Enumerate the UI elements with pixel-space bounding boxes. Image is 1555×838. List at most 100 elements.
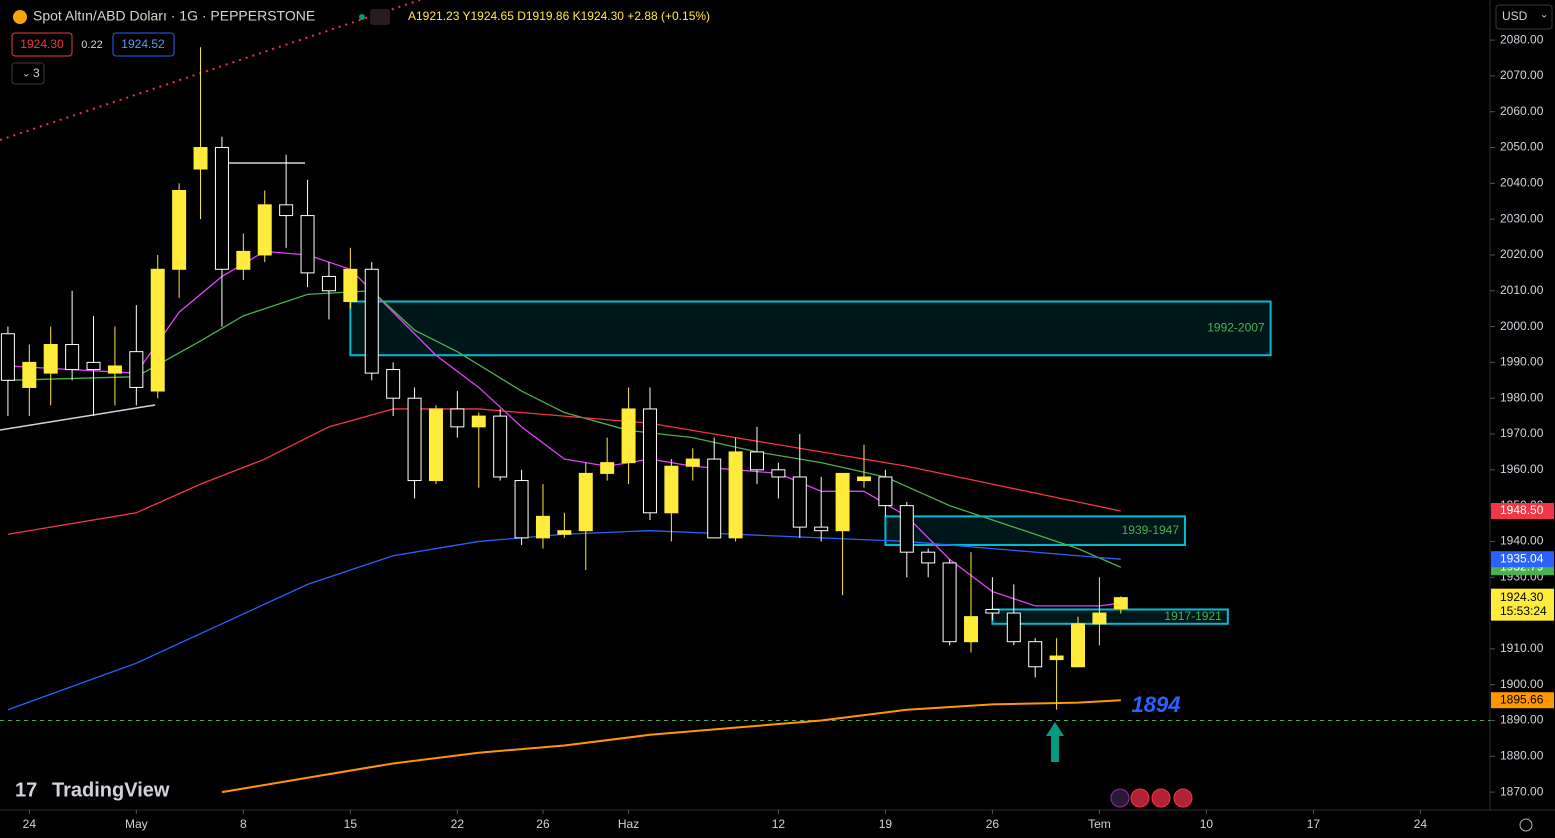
price-tag-label: 1948.50	[1500, 503, 1544, 517]
moving-average	[7, 290, 1122, 568]
candle-body	[343, 268, 358, 303]
candle-body	[65, 343, 80, 371]
candle-body	[236, 250, 251, 270]
price-tag	[1491, 502, 1554, 519]
y-tick-label: 1910.00	[1500, 641, 1544, 655]
status-dot	[359, 14, 365, 20]
candle-body	[578, 472, 593, 532]
status-badge	[370, 9, 390, 25]
candle-body	[107, 365, 122, 374]
candle-body	[86, 361, 101, 371]
candle-body	[514, 480, 529, 539]
zone-label: 1992-2007	[1207, 321, 1265, 335]
zone	[884, 515, 1187, 547]
settings-icon[interactable]	[1519, 818, 1533, 832]
x-tick-label: 8	[240, 817, 247, 831]
candle-body	[642, 408, 657, 514]
candle-body	[621, 408, 636, 464]
y-tick-label: 1870.00	[1500, 784, 1544, 798]
candle-body	[899, 505, 914, 553]
chevron: ⌄	[1540, 10, 1548, 21]
x-tick-label: Haz	[618, 817, 639, 831]
candle-body	[878, 476, 893, 507]
price-tag-label: 1935.04	[1500, 551, 1544, 565]
trend-line	[0, 404, 156, 431]
x-tick-label: 10	[1200, 817, 1214, 831]
x-tick-label: 22	[451, 817, 465, 831]
y-tick-label: 2040.00	[1500, 176, 1544, 190]
moving-average	[221, 699, 1121, 794]
symbol-title: Spot Altın/ABD Doları · 1G · PEPPERSTONE	[33, 8, 315, 24]
y-tick-label: 1890.00	[1500, 713, 1544, 727]
y-tick-label: 1960.00	[1500, 462, 1544, 476]
candle-body	[557, 530, 572, 535]
candle-body	[685, 458, 700, 467]
candle-body	[279, 204, 294, 217]
price-tag	[1491, 692, 1554, 709]
indicator-toggle[interactable]	[11, 62, 45, 85]
candle-body	[535, 515, 550, 539]
x-tick-label: 26	[536, 817, 550, 831]
candle-body	[1071, 623, 1086, 668]
candle-body	[985, 608, 1000, 614]
y-tick-label: 2000.00	[1500, 319, 1544, 333]
candle-body	[942, 562, 957, 643]
event-icons	[1110, 788, 1193, 808]
y-tick-label: 1900.00	[1500, 677, 1544, 691]
candle-body	[214, 147, 229, 270]
last-price: 1924.30	[1500, 590, 1544, 604]
candle-body	[43, 343, 58, 374]
x-tick-label: 24	[1414, 817, 1428, 831]
x-tick-label: 15	[344, 817, 358, 831]
y-tick-label: 1970.00	[1500, 426, 1544, 440]
candle-body	[364, 268, 379, 374]
ask-box[interactable]	[112, 32, 175, 57]
currency-select[interactable]	[1495, 4, 1553, 30]
candle-body	[707, 458, 722, 539]
candle-body	[300, 215, 315, 274]
x-tick-label: 17	[1307, 817, 1321, 831]
candle-body	[728, 451, 743, 539]
bid: 1924.30	[20, 37, 64, 51]
moving-average	[7, 530, 1121, 711]
logo: TradingView	[52, 779, 170, 801]
candle-body	[792, 476, 807, 528]
x-tick-label: Tem	[1088, 817, 1111, 831]
y-tick-label: 2050.00	[1500, 140, 1544, 154]
candle-body	[1028, 641, 1043, 668]
y-tick-label: 2070.00	[1500, 68, 1544, 82]
candle-body	[921, 551, 936, 564]
candle-body	[1006, 612, 1021, 643]
y-tick-label: 1940.00	[1500, 534, 1544, 548]
x-tick-label: 26	[986, 817, 1000, 831]
candle-body	[1113, 597, 1128, 610]
zone	[349, 300, 1272, 357]
candle-body	[1049, 655, 1064, 661]
price-tag-label: 1895.66	[1500, 692, 1544, 706]
candle-body	[0, 333, 15, 381]
y-tick-label: 2010.00	[1500, 283, 1544, 297]
y-tick-label: 2030.00	[1500, 211, 1544, 225]
zone-label: 1917-1921	[1164, 609, 1222, 623]
candle-body	[450, 408, 465, 428]
indicator-count: 3	[33, 66, 40, 80]
candle-body	[321, 275, 336, 292]
zone-label: 1939-1947	[1122, 523, 1180, 537]
bid-box[interactable]	[11, 32, 73, 57]
ask: 1924.52	[121, 37, 165, 51]
candle-body	[129, 351, 144, 388]
plot: 1992-2007 1939-1947 1917-1921	[0, 47, 1490, 794]
candle-body	[471, 415, 486, 428]
y-tick-label: 2020.00	[1500, 247, 1544, 261]
candle-body	[771, 469, 786, 478]
candle-body	[749, 451, 764, 471]
candle-body	[814, 526, 829, 532]
chevron: ⌄	[22, 69, 30, 80]
candle-body	[493, 415, 508, 478]
price-tag	[1491, 551, 1554, 568]
x-tick-label: May	[125, 817, 148, 831]
candle-body	[1092, 612, 1107, 625]
candle-body	[386, 369, 401, 399]
candle-body	[150, 268, 165, 392]
